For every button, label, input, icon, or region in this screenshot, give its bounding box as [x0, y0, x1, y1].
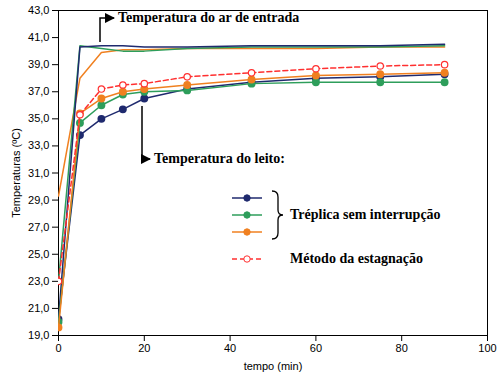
- svg-text:0: 0: [55, 342, 61, 354]
- svg-text:23,0: 23,0: [28, 275, 49, 287]
- svg-text:37,0: 37,0: [28, 85, 49, 97]
- svg-text:19,0: 19,0: [28, 329, 49, 341]
- svg-text:39,0: 39,0: [28, 58, 49, 70]
- svg-text:29,0: 29,0: [28, 194, 49, 206]
- svg-text:20: 20: [138, 342, 150, 354]
- html-text:Método da estagnação: Método da estagnação: [290, 251, 423, 266]
- svg-text:21,0: 21,0: [28, 302, 49, 314]
- svg-text:31,0: 31,0: [28, 167, 49, 179]
- svg-text:25,0: 25,0: [28, 248, 49, 260]
- svg-text:33,0: 33,0: [28, 139, 49, 151]
- html-text:Tréplica sem interrupção: Tréplica sem interrupção: [290, 207, 441, 222]
- html-text:Temperatura do leito:: Temperatura do leito:: [154, 151, 285, 166]
- svg-text:60: 60: [310, 342, 322, 354]
- svg-text:41,0: 41,0: [28, 31, 49, 43]
- svg-text:80: 80: [396, 342, 408, 354]
- svg-text:27,0: 27,0: [28, 221, 49, 233]
- svg-text:Temperaturas (ºC): Temperaturas (ºC): [10, 128, 22, 218]
- svg-text:43,0: 43,0: [28, 4, 49, 16]
- svg-text:40: 40: [224, 342, 236, 354]
- svg-text:tempo (min): tempo (min): [244, 360, 303, 372]
- svg-text:100: 100: [478, 342, 496, 354]
- html-text:Temperatura do ar de entrada: Temperatura do ar de entrada: [118, 10, 300, 25]
- svg-text:35,0: 35,0: [28, 112, 49, 124]
